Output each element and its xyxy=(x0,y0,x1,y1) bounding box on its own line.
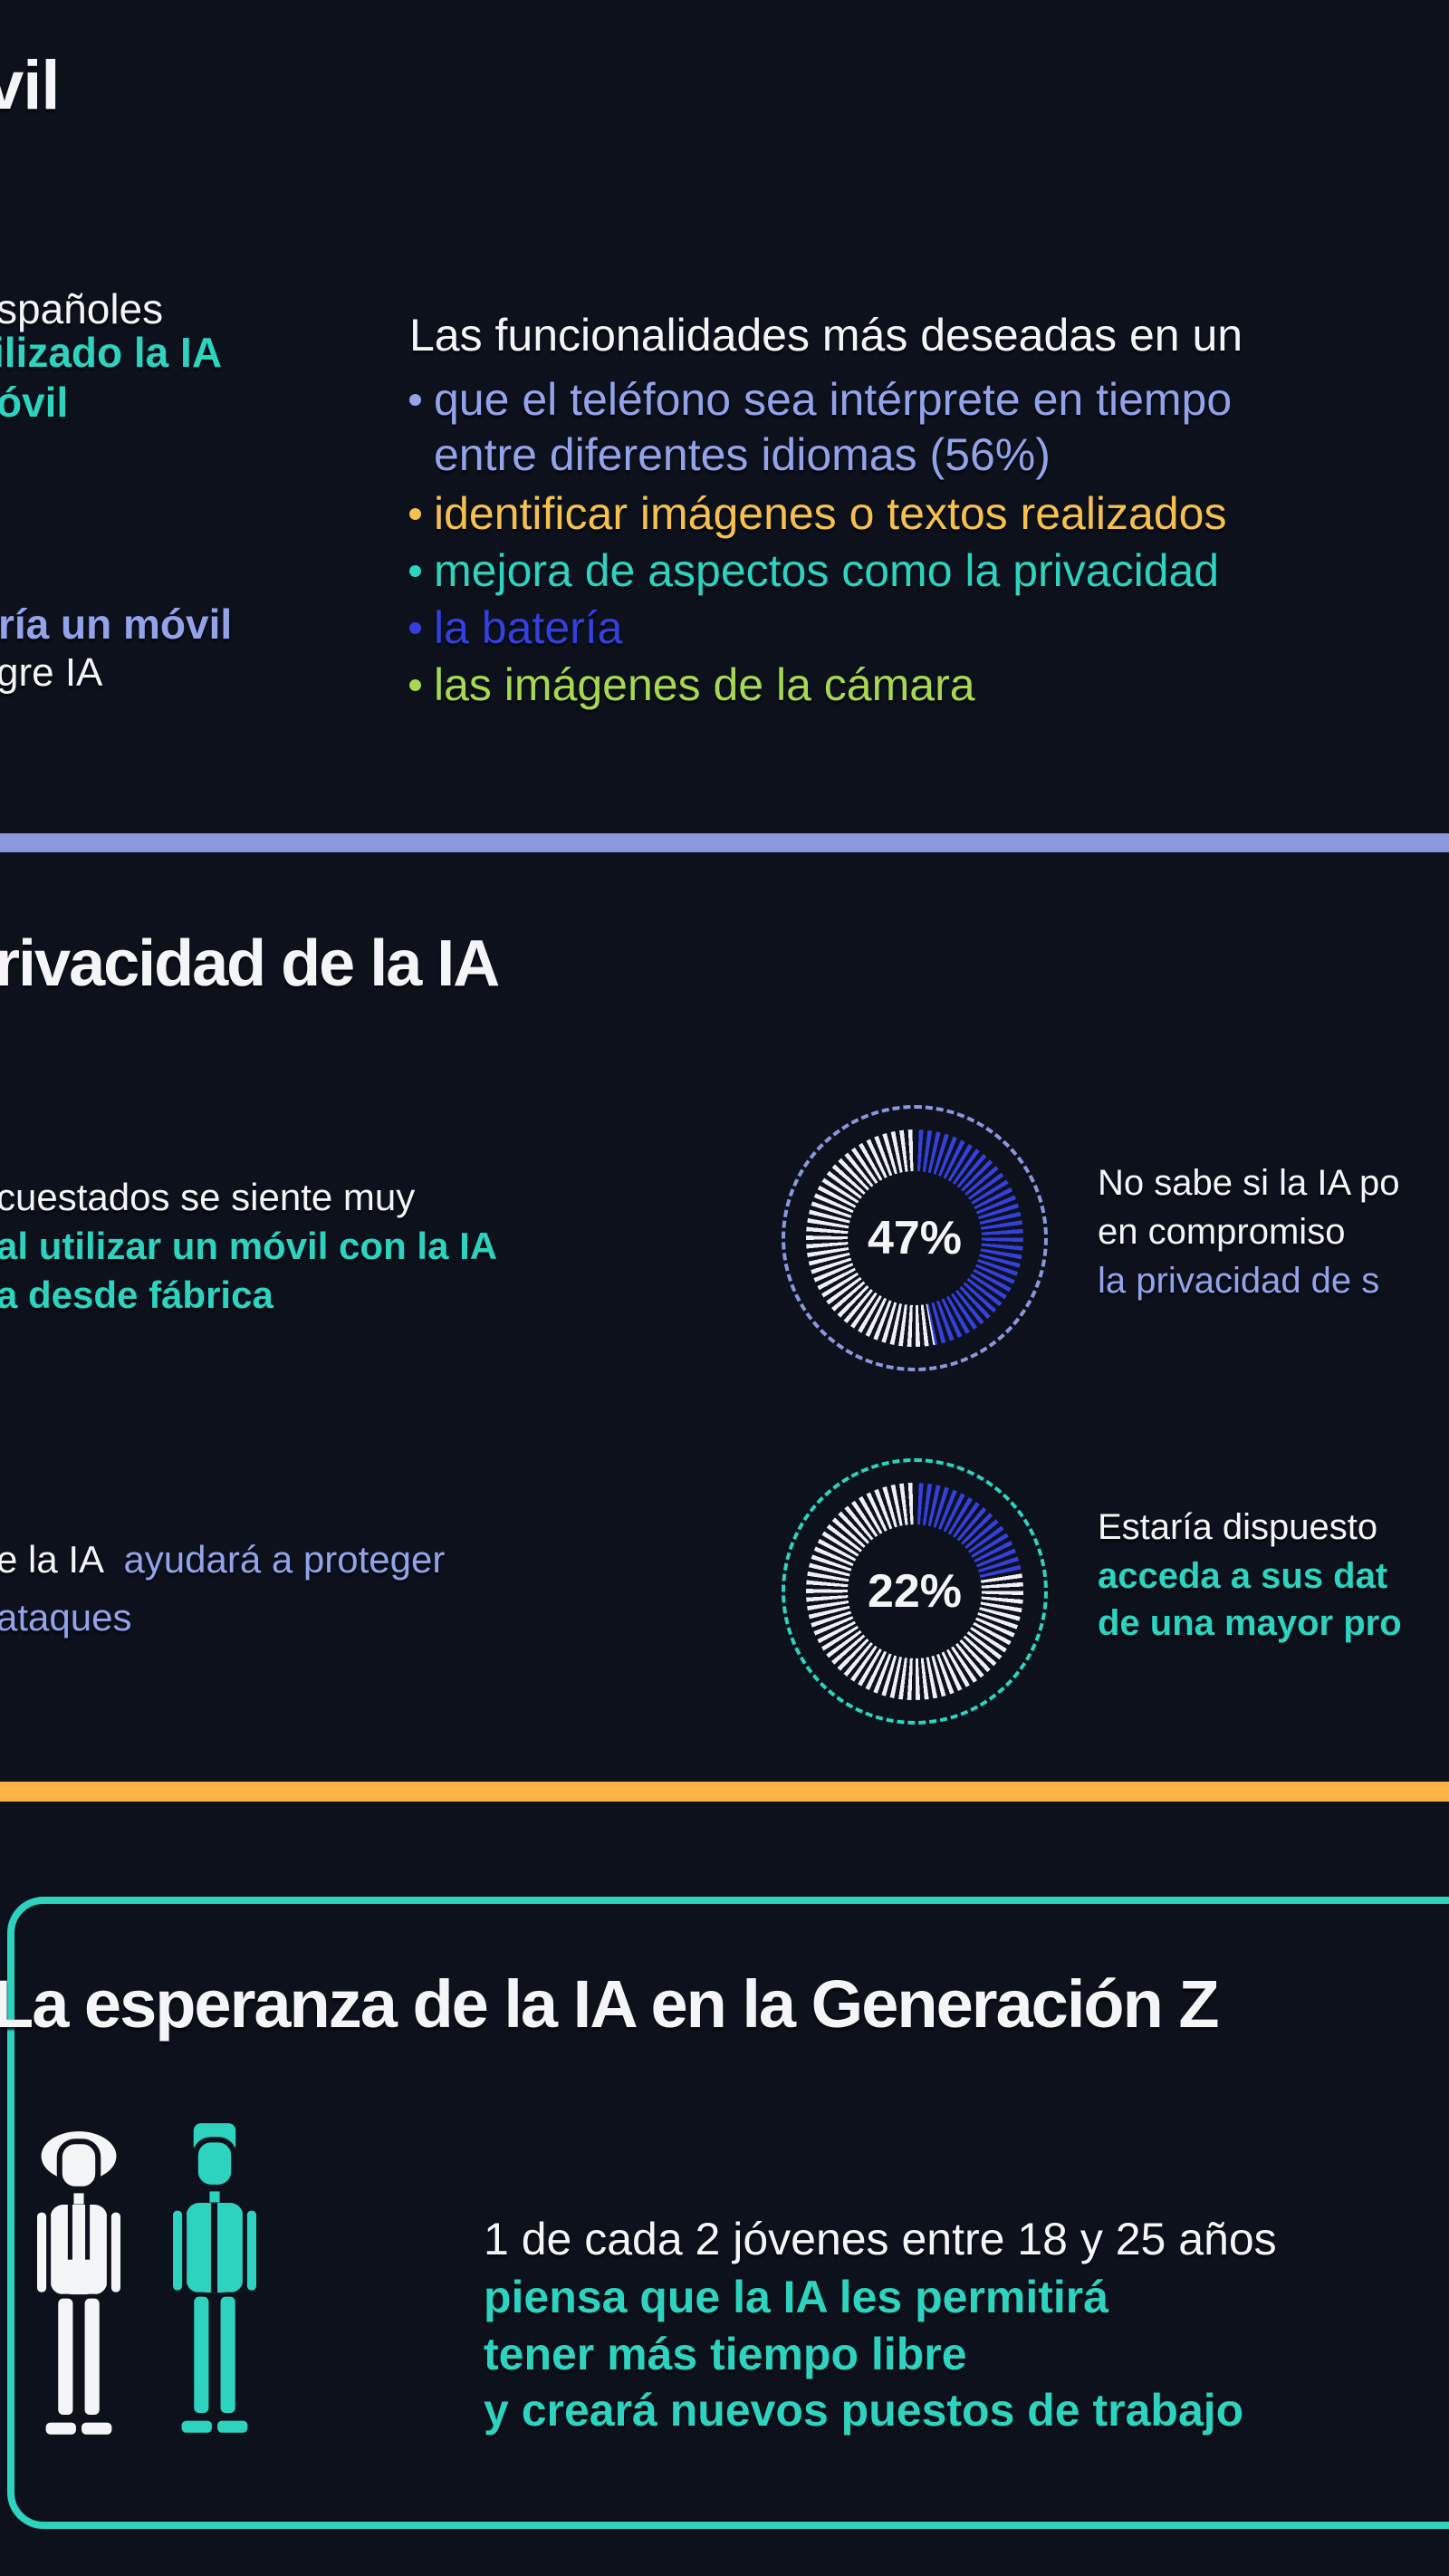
stat47-right-line3: la privacidad de s xyxy=(1098,1261,1380,1301)
genz-title: La esperanza de la IA en la Generación Z xyxy=(0,1966,1220,2042)
mobile-stat-top-line2: ilizado la IA xyxy=(0,329,223,376)
stat22-left-line1-accent: ayudará a proteger xyxy=(123,1538,446,1581)
divider-periwinkle xyxy=(0,833,1449,852)
stat22-left-line1-white: e la IA xyxy=(0,1538,102,1581)
mobile-stat-top-line3: óvil xyxy=(0,379,69,426)
donut-chart-22: 22% xyxy=(782,1458,1048,1725)
donut-value-label: 47% xyxy=(867,1212,963,1264)
stat22-right-line1: Estaría dispuesto xyxy=(1098,1507,1378,1547)
stat22-right-line3: de una mayor pro xyxy=(1098,1603,1402,1643)
stat22-right-line2: acceda a sus dat xyxy=(1098,1556,1388,1596)
mobile-stat-bottom-line2: gre IA xyxy=(0,650,103,695)
genz-border-box xyxy=(7,1897,1449,2529)
donut-value-label: 22% xyxy=(867,1565,963,1618)
privacy-title-fragment: rivacidad de la IA xyxy=(0,928,500,1000)
mobile-title-fragment: vil xyxy=(0,47,60,124)
stat47-left-line3: a desde fábrica xyxy=(0,1274,273,1316)
divider-orange xyxy=(0,1782,1449,1802)
feature-label: mejora de aspectos como la privacidad xyxy=(434,545,1220,596)
stat22-left-line1: e la IA ayudará a proteger xyxy=(0,1538,445,1581)
genz-line4: y creará nuevos puestos de trabajo xyxy=(484,2385,1244,2436)
donut-chart-47: 47% xyxy=(782,1105,1048,1371)
donut-hole xyxy=(848,1171,982,1305)
genz-line3: tener más tiempo libre xyxy=(484,2329,967,2379)
mobile-stat-bottom-line1: ría un móvil xyxy=(0,601,233,648)
genz-line1: 1 de cada 2 jóvenes entre 18 y 25 años xyxy=(484,2214,1277,2264)
person-teal-icon xyxy=(168,2123,262,2433)
feature-item: que el teléfono sea intérprete en tiempo xyxy=(409,373,1232,426)
feature-label-line2: entre diferentes idiomas (56%) xyxy=(434,429,1051,480)
features-heading: Las funcionalidades más deseadas en un xyxy=(409,310,1243,360)
stat47-left-line2: al utilizar un móvil con la IA xyxy=(0,1225,498,1267)
genz-line2: piensa que la IA les permitirá xyxy=(484,2272,1109,2322)
feature-label: identificar imágenes o textos realizados xyxy=(434,488,1227,539)
donut-dashed-ring xyxy=(782,1105,1048,1371)
feature-label: las imágenes de la cámara xyxy=(434,659,975,710)
bullet-dot xyxy=(409,394,421,406)
feature-item: la batería xyxy=(409,601,622,654)
bullet-dot xyxy=(409,565,421,577)
bullet-dot xyxy=(409,622,421,634)
stat47-left-line1: cuestados se siente muy xyxy=(0,1176,416,1218)
donut-dashed-ring xyxy=(782,1458,1048,1725)
feature-item: identificar imágenes o textos realizados xyxy=(409,487,1226,540)
donut-hole xyxy=(848,1524,982,1658)
bullet-dot xyxy=(409,508,421,520)
feature-label: que el teléfono sea intérprete en tiempo xyxy=(434,374,1233,425)
person-white-icon xyxy=(32,2131,126,2435)
feature-label: la batería xyxy=(434,602,623,653)
mobile-stat-top-line1: spañoles xyxy=(0,285,164,332)
bullet-dot xyxy=(409,679,421,691)
stat47-right-line2: en compromiso xyxy=(1098,1212,1346,1252)
feature-item: las imágenes de la cámara xyxy=(409,658,975,711)
stat22-left-line2: ataques xyxy=(0,1596,132,1639)
feature-item: mejora de aspectos como la privacidad xyxy=(409,544,1219,597)
stat47-right-line1: No sabe si la IA po xyxy=(1098,1163,1400,1203)
